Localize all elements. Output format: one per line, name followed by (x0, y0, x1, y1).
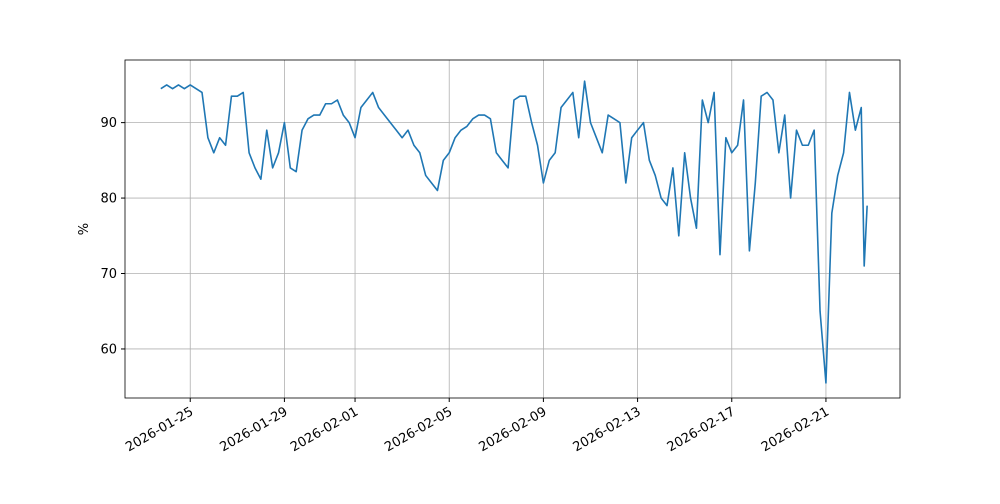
x-tick-label: 2026-02-21 (759, 404, 832, 455)
y-tick-label: 80 (100, 192, 117, 207)
y-tick-label: 90 (100, 116, 117, 131)
data-line (160, 80, 868, 384)
x-tick-label: 2026-01-29 (217, 404, 290, 455)
x-tick-label: 2026-02-13 (571, 404, 644, 455)
x-tick-label: 2026-02-09 (476, 404, 549, 455)
y-axis-label: % (77, 223, 92, 235)
x-tick-label: 2026-02-01 (288, 404, 361, 455)
x-tick-label: 2026-02-17 (665, 404, 738, 455)
x-tick-label: 2026-01-25 (123, 404, 196, 455)
y-tick-label: 60 (100, 342, 117, 357)
x-tick-label: 2026-02-05 (382, 404, 455, 455)
plot-frame (124, 59, 901, 399)
y-tick-label: 70 (100, 267, 117, 282)
